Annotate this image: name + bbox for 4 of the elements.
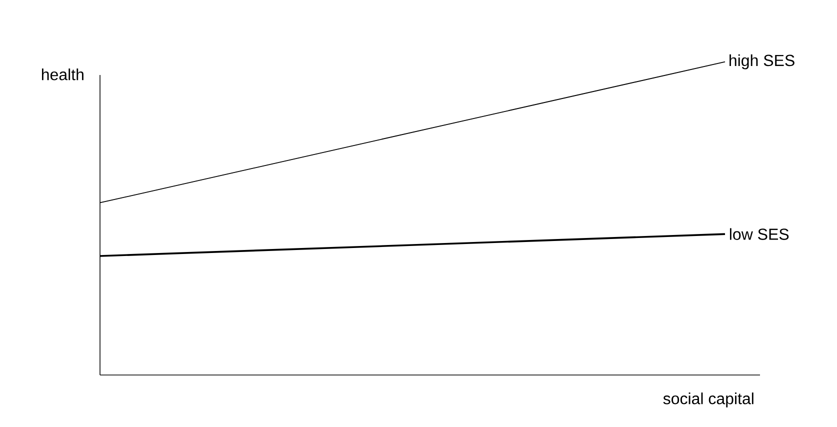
series-label: low SES: [730, 228, 789, 240]
x-axis-title: social capital: [663, 392, 754, 408]
y-axis-title: health: [42, 68, 84, 80]
series-label: high SES: [730, 54, 794, 70]
